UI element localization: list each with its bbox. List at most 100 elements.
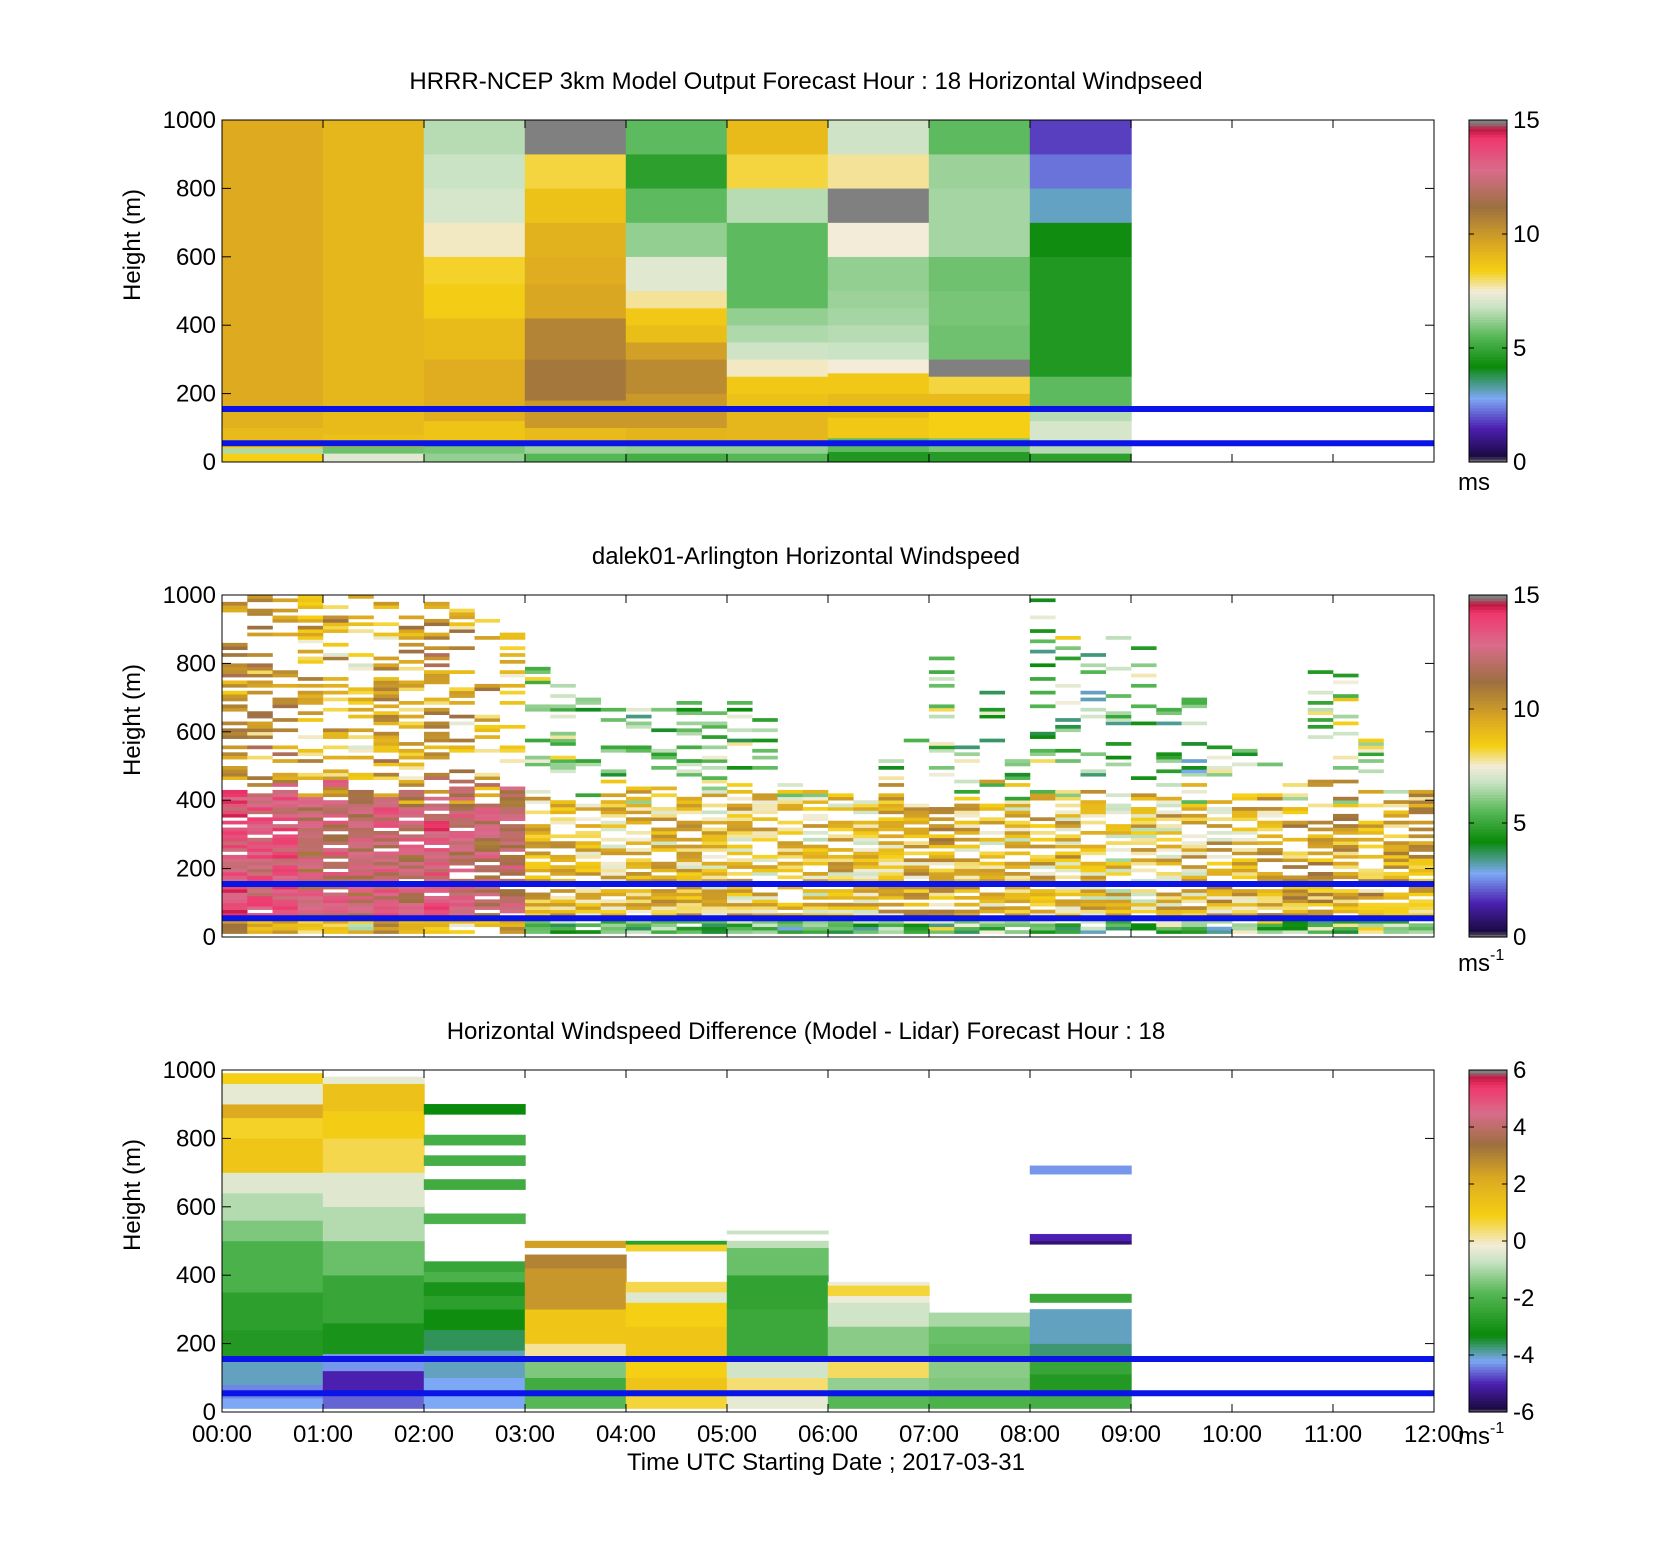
heatmap-cell <box>802 813 829 818</box>
heatmap-cell <box>1408 865 1435 869</box>
heatmap-cell <box>247 827 273 832</box>
colorbar-segment <box>1469 1089 1507 1094</box>
heatmap-cell <box>954 807 980 811</box>
heatmap-cell <box>1282 919 1309 924</box>
colorbar-segment <box>1469 1292 1507 1296</box>
heatmap-cell <box>1383 923 1410 928</box>
heatmap-cell <box>398 625 425 630</box>
heatmap-cell <box>828 854 854 859</box>
heatmap-cell <box>297 711 324 715</box>
heatmap-cell <box>222 813 248 818</box>
heatmap-cell <box>297 632 324 637</box>
colorbar-segment <box>1469 385 1507 389</box>
heatmap-cell <box>1358 919 1384 924</box>
heatmap-cell <box>449 841 475 845</box>
heatmap-cell <box>247 885 273 890</box>
heatmap-cell <box>903 858 930 863</box>
heatmap-cell <box>1030 858 1056 863</box>
heatmap-cell <box>297 701 324 705</box>
heatmap-cell <box>424 701 450 705</box>
colorbar-segment <box>1469 382 1507 386</box>
heatmap-cell <box>979 830 1006 835</box>
colorbar-segment <box>1469 330 1507 335</box>
heatmap-cell <box>1080 899 1107 904</box>
heatmap-cell <box>1181 909 1208 914</box>
heatmap-cell <box>903 820 930 825</box>
heatmap-cell <box>1181 854 1208 859</box>
heatmap-cell <box>247 923 273 928</box>
heatmap-cell <box>752 738 778 743</box>
colorbar-segment <box>1469 1258 1507 1262</box>
heatmap-cell <box>929 742 955 746</box>
heatmap-cell <box>247 926 273 931</box>
heatmap-cell <box>1080 861 1107 866</box>
heatmap-cell <box>398 848 425 852</box>
heatmap-cell <box>802 800 829 804</box>
x-tick-label: 12:00 <box>1404 1421 1464 1448</box>
heatmap-cell <box>1055 827 1081 832</box>
heatmap-cell <box>222 899 248 904</box>
heatmap-cell <box>423 188 526 223</box>
heatmap-cell <box>1282 796 1309 801</box>
heatmap-cell <box>222 776 248 780</box>
heatmap-cell <box>727 892 753 897</box>
heatmap-cell <box>424 738 450 743</box>
heatmap-cell <box>1206 841 1233 845</box>
heatmap-cell <box>575 892 602 897</box>
colorbar-segment <box>1469 683 1507 687</box>
heatmap-cell <box>222 608 248 613</box>
heatmap-cell <box>651 841 677 845</box>
heatmap-cell <box>525 844 551 849</box>
colorbar-segment <box>1469 399 1507 403</box>
heatmap-cell <box>1383 906 1410 910</box>
heatmap-cell <box>272 807 299 811</box>
heatmap-cell <box>272 824 299 828</box>
heatmap-cell <box>1257 796 1283 801</box>
colorbar-segment <box>1469 171 1507 175</box>
heatmap-cell <box>726 1230 829 1235</box>
heatmap-cell <box>1358 895 1384 900</box>
heatmap-cell <box>1004 875 1031 880</box>
colorbar-segment <box>1469 660 1507 664</box>
heatmap-cell <box>1408 892 1435 897</box>
colorbar-segment <box>1469 444 1507 449</box>
colorbar-segment <box>1469 459 1507 463</box>
heatmap-cell <box>1358 913 1384 917</box>
heatmap-cell <box>676 892 703 897</box>
heatmap-cell <box>600 779 627 784</box>
heatmap-cell <box>1055 851 1081 856</box>
heatmap-cell <box>348 830 374 835</box>
heatmap-cell <box>398 872 425 876</box>
heatmap-cell <box>1004 844 1031 849</box>
heatmap-cell <box>1333 919 1359 924</box>
heatmap-cell <box>979 878 1006 883</box>
heatmap-cell <box>676 707 703 712</box>
heatmap-cell <box>1358 875 1384 880</box>
heatmap-cell <box>1358 892 1384 897</box>
heatmap-cell <box>323 872 349 876</box>
heatmap-cell <box>373 759 400 763</box>
heatmap-cell <box>247 625 273 630</box>
heatmap-cell <box>348 735 374 739</box>
colorbar-segment <box>1469 805 1507 810</box>
heatmap-cell <box>1080 885 1107 890</box>
colorbar-segment <box>1469 1315 1507 1319</box>
heatmap-cell <box>1156 755 1182 760</box>
heatmap-cell <box>474 899 501 904</box>
heatmap-cell <box>222 919 248 924</box>
heatmap-cell <box>1004 878 1031 883</box>
heatmap-cell <box>272 858 299 863</box>
heatmap-cell <box>828 892 854 897</box>
heatmap-cell <box>1181 926 1208 931</box>
heatmap-cell <box>878 926 905 931</box>
heatmap-cell <box>1232 923 1258 928</box>
heatmap-cell <box>1206 909 1233 914</box>
heatmap-cell <box>777 789 804 794</box>
colorbar-segment <box>1469 393 1507 398</box>
heatmap-cell <box>954 759 980 763</box>
heatmap-cell <box>272 926 299 931</box>
heatmap-cell <box>626 906 652 910</box>
colorbar-segment <box>1469 597 1507 602</box>
heatmap-cell <box>323 861 349 866</box>
heatmap-cell <box>247 745 273 750</box>
